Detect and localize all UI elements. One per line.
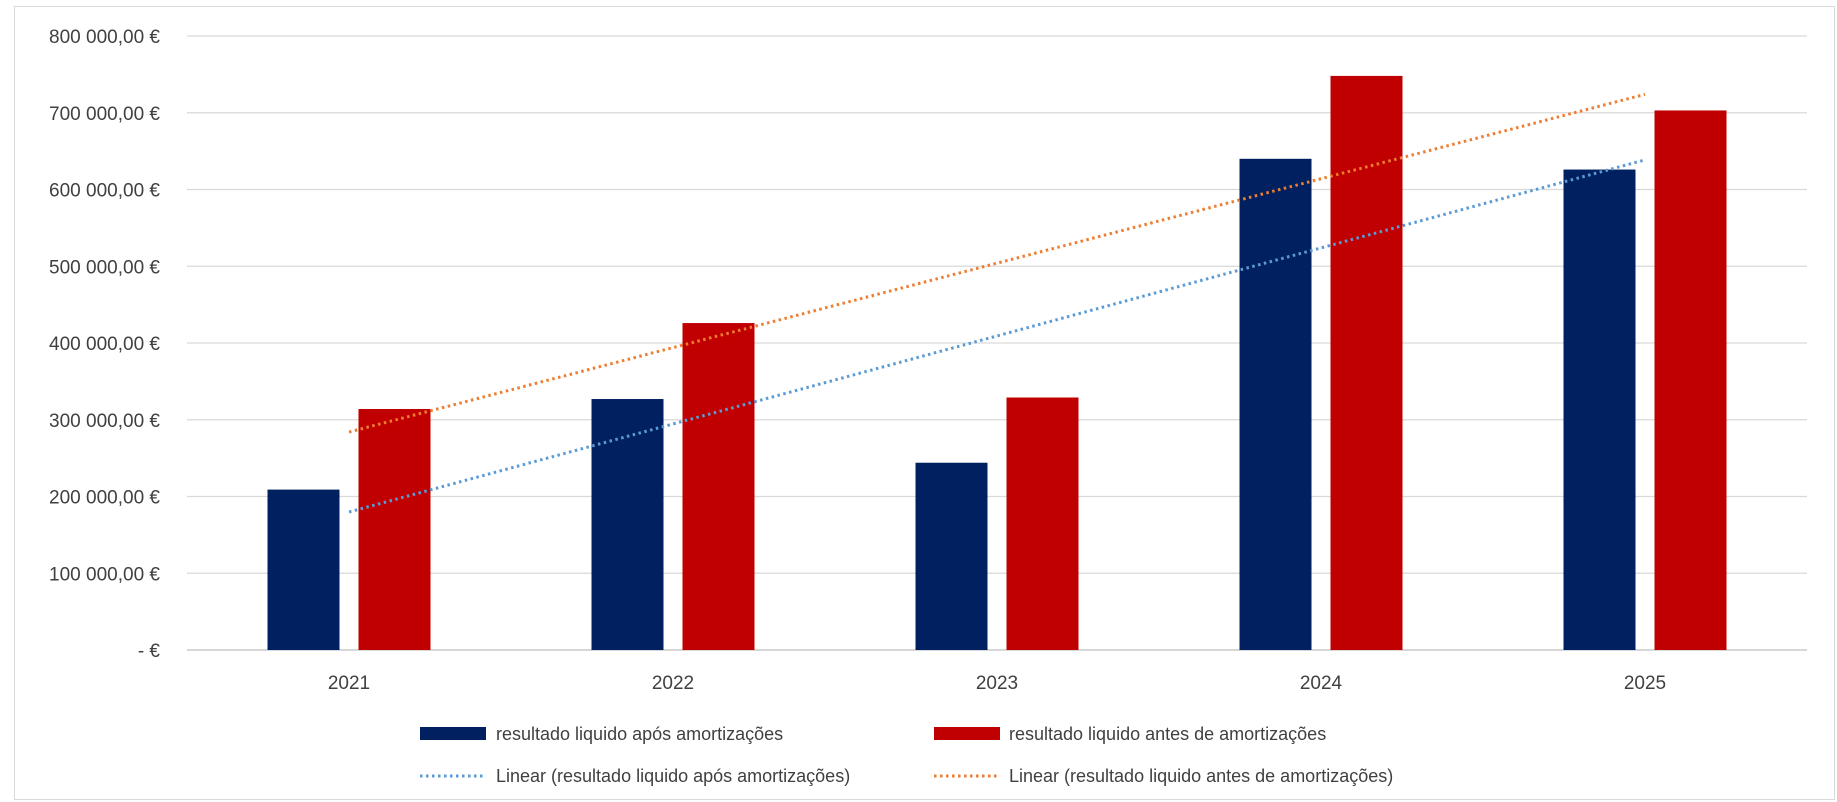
trendlines: [348, 92, 1646, 514]
bar-antes-2022: [682, 323, 755, 650]
bar-antes-2021: [358, 409, 431, 650]
y-tick-label: 700 000,00 €: [49, 104, 160, 125]
y-tick-label: 600 000,00 €: [49, 181, 160, 202]
y-tick-label: 400 000,00 €: [49, 334, 160, 355]
legend-swatch-series-2: [934, 727, 1000, 740]
x-tick-label: 2024: [1300, 673, 1343, 694]
x-tick-label: 2025: [1624, 673, 1666, 694]
legend-label-series-2: resultado liquido antes de amortizações: [1009, 724, 1326, 744]
x-tick-label: 2021: [328, 673, 370, 694]
x-tick-label: 2022: [652, 673, 694, 694]
bar-apos-2024: [1239, 158, 1312, 651]
bar-apos-2021: [267, 489, 340, 650]
y-tick-label: 200 000,00 €: [49, 488, 160, 509]
bar-apos-2023: [915, 462, 988, 650]
trendline-1: [348, 158, 1646, 514]
x-tick-label: 2023: [976, 673, 1018, 694]
bar-apos-2022: [591, 399, 664, 650]
chart-frame: [14, 6, 1835, 800]
legend-swatch-series-1: [420, 727, 486, 740]
bar-antes-2024: [1330, 75, 1403, 650]
bars: [267, 75, 1727, 651]
y-tick-label: 100 000,00 €: [49, 564, 160, 585]
y-tick-label: 500 000,00 €: [49, 257, 160, 278]
bar-apos-2025: [1563, 169, 1636, 651]
trendline-2: [348, 92, 1646, 434]
legend-label-trendline-2: Linear (resultado liquido antes de amort…: [1009, 766, 1393, 786]
y-tick-label: 800 000,00 €: [49, 27, 160, 48]
bar-antes-2025: [1654, 110, 1727, 650]
x-axis-tick-labels: 2021 2022 2023 2024 2025: [328, 673, 1666, 694]
legend-label-trendline-1: Linear (resultado liquido após amortizaç…: [496, 766, 850, 786]
legend-label-series-1: resultado liquido após amortizações: [496, 724, 783, 744]
y-axis-tick-labels: - € 100 000,00 € 200 000,00 € 300 000,00 € 4…: [49, 27, 160, 662]
y-tick-label: - €: [138, 641, 161, 662]
y-tick-label: 300 000,00 €: [49, 411, 160, 432]
legend: resultado liquido após amortizações resu…: [420, 724, 1393, 786]
bar-antes-2023: [1006, 397, 1079, 650]
